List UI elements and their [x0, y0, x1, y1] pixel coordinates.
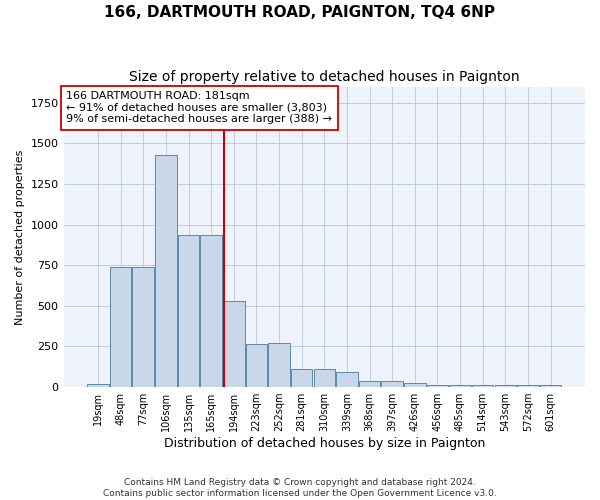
Bar — [382, 380, 403, 387]
Y-axis label: Number of detached properties: Number of detached properties — [15, 149, 25, 324]
Bar — [155, 155, 176, 387]
Text: 166, DARTMOUTH ROAD, PAIGNTON, TQ4 6NP: 166, DARTMOUTH ROAD, PAIGNTON, TQ4 6NP — [104, 5, 496, 20]
Bar — [517, 384, 539, 387]
Bar — [268, 343, 290, 387]
Bar — [110, 267, 131, 387]
Bar — [291, 369, 313, 387]
Bar — [336, 372, 358, 387]
Bar — [494, 384, 516, 387]
Bar — [314, 369, 335, 387]
Text: 166 DARTMOUTH ROAD: 181sqm
← 91% of detached houses are smaller (3,803)
9% of se: 166 DARTMOUTH ROAD: 181sqm ← 91% of deta… — [66, 91, 332, 124]
Bar — [427, 384, 448, 387]
Bar — [449, 384, 471, 387]
Bar — [133, 267, 154, 387]
Bar — [223, 301, 245, 387]
Title: Size of property relative to detached houses in Paignton: Size of property relative to detached ho… — [129, 70, 520, 84]
Bar — [200, 235, 222, 387]
Bar — [472, 384, 493, 387]
Bar — [540, 384, 561, 387]
X-axis label: Distribution of detached houses by size in Paignton: Distribution of detached houses by size … — [164, 437, 485, 450]
Bar — [87, 384, 109, 387]
Bar — [359, 380, 380, 387]
Bar — [178, 235, 199, 387]
Text: Contains HM Land Registry data © Crown copyright and database right 2024.
Contai: Contains HM Land Registry data © Crown c… — [103, 478, 497, 498]
Bar — [245, 344, 267, 387]
Bar — [404, 383, 425, 387]
